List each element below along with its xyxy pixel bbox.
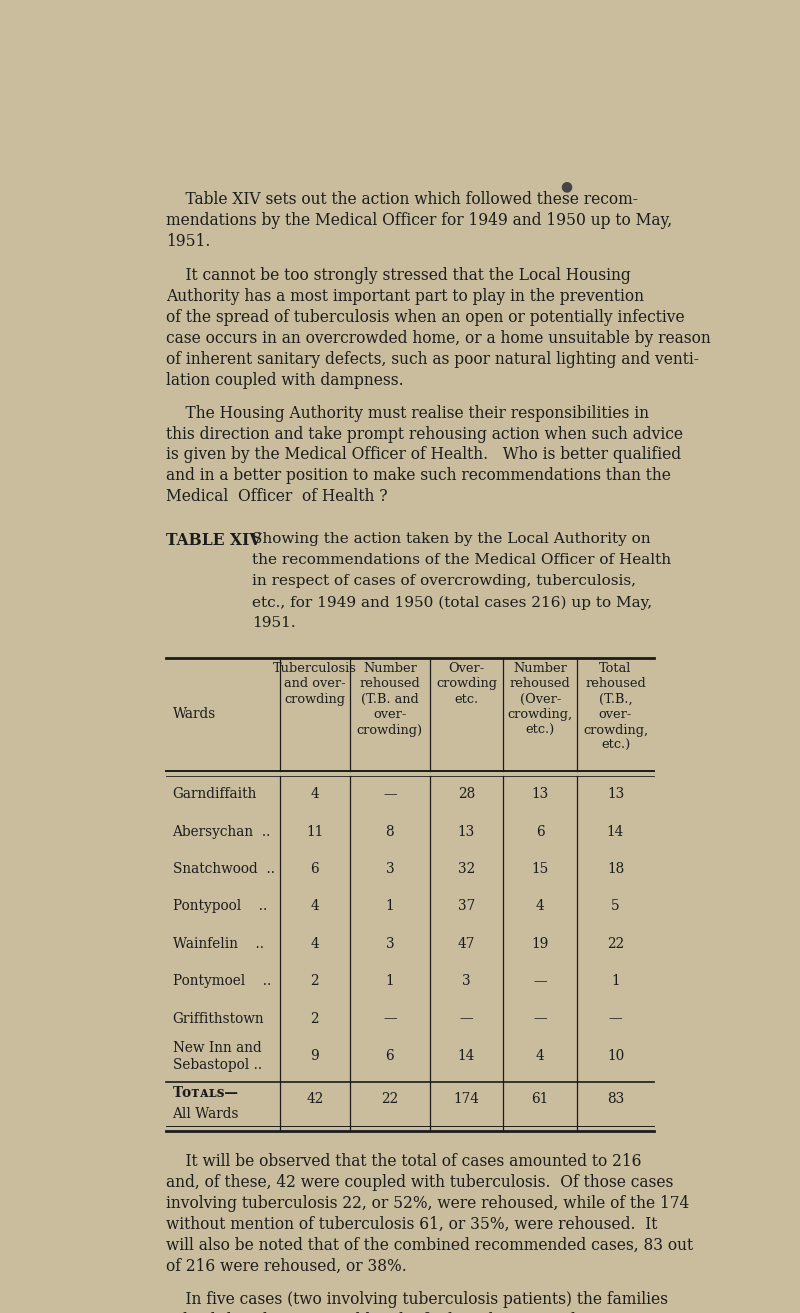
Text: 47: 47: [458, 936, 475, 951]
Text: New Inn and
Sebastopol ..: New Inn and Sebastopol ..: [173, 1041, 262, 1071]
Text: etc., for 1949 and 1950 (total cases 216) up to May,: etc., for 1949 and 1950 (total cases 216…: [252, 595, 652, 609]
Text: 6: 6: [536, 825, 545, 839]
Text: in respect of cases of overcrowding, tuberculosis,: in respect of cases of overcrowding, tub…: [252, 574, 636, 588]
Text: 5: 5: [611, 899, 620, 914]
Text: Garndiffaith: Garndiffaith: [173, 786, 257, 801]
Text: 22: 22: [382, 1092, 398, 1107]
Text: 174: 174: [454, 1092, 479, 1107]
Text: Over-
crowding
etc.: Over- crowding etc.: [436, 662, 497, 706]
Text: 6: 6: [310, 861, 319, 876]
Text: —: —: [383, 1011, 397, 1025]
Text: Table XIV sets out the action which followed these recom-
mendations by the Medi: Table XIV sets out the action which foll…: [166, 190, 673, 249]
Text: 42: 42: [306, 1092, 323, 1107]
Text: 13: 13: [531, 786, 549, 801]
Text: The Housing Authority must realise their responsibilities in
this direction and : The Housing Authority must realise their…: [166, 404, 683, 506]
Text: 14: 14: [607, 825, 624, 839]
Text: 19: 19: [531, 936, 549, 951]
Text: 2: 2: [310, 1011, 319, 1025]
Text: 4: 4: [310, 786, 319, 801]
Text: 9: 9: [310, 1049, 319, 1064]
Text: 13: 13: [607, 786, 624, 801]
Text: 2: 2: [310, 974, 319, 989]
Text: 14: 14: [458, 1049, 475, 1064]
Text: Number
rehoused
(T.B. and
over-
crowding): Number rehoused (T.B. and over- crowding…: [357, 662, 423, 737]
Text: 13: 13: [458, 825, 475, 839]
Text: Showing the action taken by the Local Authority on: Showing the action taken by the Local Au…: [252, 532, 650, 546]
Text: 4: 4: [536, 1049, 545, 1064]
Text: Wainfelin    ..: Wainfelin ..: [173, 936, 263, 951]
Text: Number
rehoused
(Over-
crowding,
etc.): Number rehoused (Over- crowding, etc.): [508, 662, 573, 737]
Text: 18: 18: [607, 861, 624, 876]
Text: Tuberculosis
and over-
crowding: Tuberculosis and over- crowding: [273, 662, 357, 706]
Text: 15: 15: [531, 861, 549, 876]
Text: 22: 22: [607, 936, 624, 951]
Text: 83: 83: [607, 1092, 624, 1107]
Text: 10: 10: [607, 1049, 624, 1064]
Text: 1951.: 1951.: [252, 616, 295, 630]
Text: 6: 6: [386, 1049, 394, 1064]
Text: 3: 3: [386, 936, 394, 951]
Text: —: —: [534, 1011, 547, 1025]
Text: It cannot be too strongly stressed that the Local Housing
Authority has a most i: It cannot be too strongly stressed that …: [166, 268, 711, 389]
Text: Pontymoel    ..: Pontymoel ..: [173, 974, 270, 989]
Text: All Wards: All Wards: [173, 1107, 239, 1121]
Text: Abersychan  ..: Abersychan ..: [173, 825, 271, 839]
Text: 8: 8: [386, 825, 394, 839]
Text: TABLE XIV: TABLE XIV: [166, 532, 262, 549]
Text: 37: 37: [458, 899, 475, 914]
Text: 1: 1: [386, 899, 394, 914]
Text: 1: 1: [386, 974, 394, 989]
Text: 32: 32: [458, 861, 475, 876]
Text: Tᴏᴛᴀʟs—: Tᴏᴛᴀʟs—: [173, 1086, 238, 1100]
Text: 3: 3: [462, 974, 470, 989]
Text: —: —: [460, 1011, 474, 1025]
Text: 28: 28: [458, 786, 475, 801]
Text: Wards: Wards: [173, 708, 216, 721]
Text: ●: ●: [560, 180, 572, 193]
Text: 3: 3: [386, 861, 394, 876]
Text: —: —: [383, 786, 397, 801]
Text: It will be observed that the total of cases amounted to 216
and, of these, 42 we: It will be observed that the total of ca…: [166, 1153, 694, 1275]
Text: 4: 4: [310, 936, 319, 951]
Text: Total
rehoused
(T.B.,
over-
crowding,
etc.): Total rehoused (T.B., over- crowding, et…: [583, 662, 648, 752]
Text: Griffithstown: Griffithstown: [173, 1011, 264, 1025]
Text: the recommendations of the Medical Officer of Health: the recommendations of the Medical Offic…: [252, 553, 671, 567]
Text: 4: 4: [310, 899, 319, 914]
Text: —: —: [609, 1011, 622, 1025]
Text: Snatchwood  ..: Snatchwood ..: [173, 861, 274, 876]
Text: 4: 4: [536, 899, 545, 914]
Text: 61: 61: [531, 1092, 549, 1107]
Text: Pontypool    ..: Pontypool ..: [173, 899, 266, 914]
Text: 1: 1: [611, 974, 620, 989]
Text: In five cases (two involving tuberculosis patients) the families
solved their ho: In five cases (two involving tuberculosi…: [166, 1291, 668, 1313]
Text: 11: 11: [306, 825, 323, 839]
Text: —: —: [534, 974, 547, 989]
